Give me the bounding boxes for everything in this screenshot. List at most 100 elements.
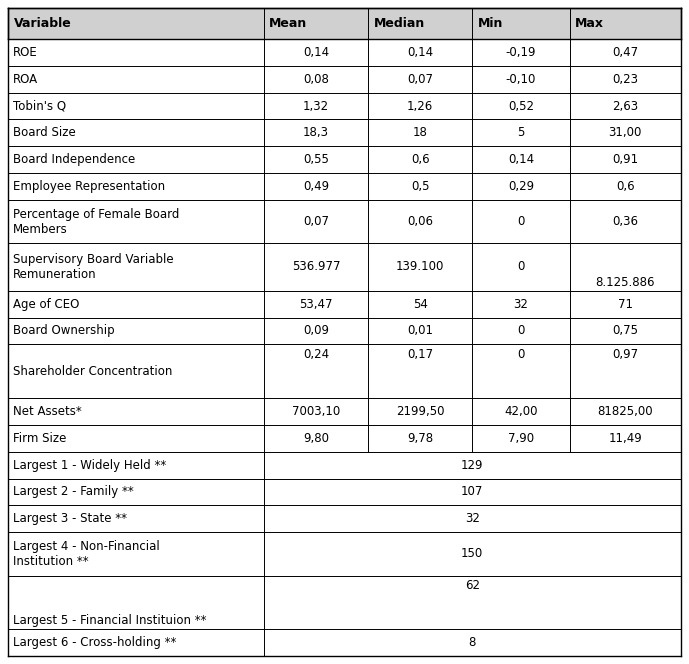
Text: 0,6: 0,6 — [411, 153, 429, 166]
Text: Percentage of Female Board
Members: Percentage of Female Board Members — [13, 208, 179, 236]
Text: Largest 4 - Non-Financial
Institution **: Largest 4 - Non-Financial Institution ** — [13, 540, 160, 568]
Bar — [8, 629, 681, 656]
Bar — [8, 576, 681, 629]
Text: Largest 6 - Cross-holding **: Largest 6 - Cross-holding ** — [13, 636, 176, 649]
Text: 0,29: 0,29 — [508, 180, 534, 193]
Bar — [8, 398, 681, 425]
Text: Board Size: Board Size — [13, 126, 76, 139]
Text: 62: 62 — [465, 579, 480, 592]
Text: 139.100: 139.100 — [396, 260, 444, 274]
Text: 8.125.886: 8.125.886 — [595, 276, 655, 289]
Text: 18: 18 — [413, 126, 428, 139]
Text: 71: 71 — [618, 297, 633, 311]
Text: Min: Min — [477, 17, 503, 30]
Text: 0,07: 0,07 — [407, 72, 433, 86]
Text: Mean: Mean — [269, 17, 307, 30]
Text: Largest 5 - Financial Instituion **: Largest 5 - Financial Instituion ** — [13, 614, 207, 627]
Text: ROE: ROE — [13, 46, 38, 59]
Bar — [8, 317, 681, 345]
Text: 0,47: 0,47 — [613, 46, 638, 59]
Text: 81825,00: 81825,00 — [597, 405, 653, 418]
Text: Supervisory Board Variable
Remuneration: Supervisory Board Variable Remuneration — [13, 253, 174, 281]
Bar — [8, 345, 681, 398]
Text: 107: 107 — [461, 485, 484, 499]
Text: 536.977: 536.977 — [291, 260, 340, 274]
Text: Age of CEO: Age of CEO — [13, 297, 79, 311]
Bar — [8, 291, 681, 317]
Text: 1,32: 1,32 — [303, 100, 329, 112]
Text: 1,26: 1,26 — [407, 100, 433, 112]
Text: Median: Median — [373, 17, 425, 30]
Text: 0: 0 — [517, 215, 525, 228]
Text: -0,19: -0,19 — [506, 46, 536, 59]
Text: 11,49: 11,49 — [608, 432, 642, 445]
Text: -0,10: -0,10 — [506, 72, 536, 86]
Text: Largest 2 - Family **: Largest 2 - Family ** — [13, 485, 134, 499]
Text: 9,80: 9,80 — [303, 432, 329, 445]
Text: 9,78: 9,78 — [407, 432, 433, 445]
Bar — [8, 66, 681, 92]
Text: 0,5: 0,5 — [411, 180, 429, 193]
Bar — [8, 479, 681, 505]
Text: Variable: Variable — [14, 17, 72, 30]
Text: 8: 8 — [469, 636, 476, 649]
Text: Net Assets*: Net Assets* — [13, 405, 82, 418]
Text: 53,47: 53,47 — [299, 297, 333, 311]
Bar — [8, 146, 681, 173]
Text: 0,36: 0,36 — [613, 215, 638, 228]
Text: 32: 32 — [513, 297, 528, 311]
Text: 0,14: 0,14 — [508, 153, 534, 166]
Bar — [8, 425, 681, 452]
Text: 5: 5 — [517, 126, 525, 139]
Bar — [8, 505, 681, 533]
Text: 32: 32 — [465, 513, 480, 525]
Bar — [8, 173, 681, 200]
Text: 7,90: 7,90 — [508, 432, 534, 445]
Text: 0,17: 0,17 — [407, 348, 433, 361]
Text: 0,07: 0,07 — [303, 215, 329, 228]
Text: 0,55: 0,55 — [303, 153, 329, 166]
Bar — [8, 533, 681, 576]
Text: Max: Max — [575, 17, 604, 30]
Text: 42,00: 42,00 — [504, 405, 538, 418]
Bar — [8, 8, 681, 39]
Bar — [8, 452, 681, 479]
Text: 2199,50: 2199,50 — [396, 405, 444, 418]
Text: 0,24: 0,24 — [303, 348, 329, 361]
Text: 0,14: 0,14 — [407, 46, 433, 59]
Text: 0,01: 0,01 — [407, 325, 433, 337]
Text: 0: 0 — [517, 348, 525, 361]
Text: 0,52: 0,52 — [508, 100, 534, 112]
Text: Largest 1 - Widely Held **: Largest 1 - Widely Held ** — [13, 459, 166, 471]
Text: 0,06: 0,06 — [407, 215, 433, 228]
Text: ROA: ROA — [13, 72, 38, 86]
Text: 0,75: 0,75 — [613, 325, 638, 337]
Text: 0,49: 0,49 — [303, 180, 329, 193]
Bar — [8, 200, 681, 243]
Text: 129: 129 — [461, 459, 484, 471]
Bar — [8, 120, 681, 146]
Text: 150: 150 — [461, 547, 484, 560]
Text: Board Independence: Board Independence — [13, 153, 135, 166]
Text: 7003,10: 7003,10 — [292, 405, 340, 418]
Text: Firm Size: Firm Size — [13, 432, 66, 445]
Bar — [8, 243, 681, 291]
Text: Tobin's Q: Tobin's Q — [13, 100, 66, 112]
Text: 18,3: 18,3 — [303, 126, 329, 139]
Text: Largest 3 - State **: Largest 3 - State ** — [13, 513, 127, 525]
Text: 54: 54 — [413, 297, 428, 311]
Text: 0,14: 0,14 — [303, 46, 329, 59]
Text: Shareholder Concentration: Shareholder Concentration — [13, 365, 172, 378]
Bar — [8, 39, 681, 66]
Text: 0,23: 0,23 — [613, 72, 638, 86]
Text: 2,63: 2,63 — [613, 100, 638, 112]
Text: 0,97: 0,97 — [613, 348, 638, 361]
Text: Employee Representation: Employee Representation — [13, 180, 165, 193]
Text: 0,91: 0,91 — [613, 153, 638, 166]
Text: 0,08: 0,08 — [303, 72, 329, 86]
Bar — [8, 92, 681, 120]
Text: Board Ownership: Board Ownership — [13, 325, 114, 337]
Text: 31,00: 31,00 — [608, 126, 642, 139]
Text: 0,09: 0,09 — [303, 325, 329, 337]
Text: 0: 0 — [517, 325, 525, 337]
